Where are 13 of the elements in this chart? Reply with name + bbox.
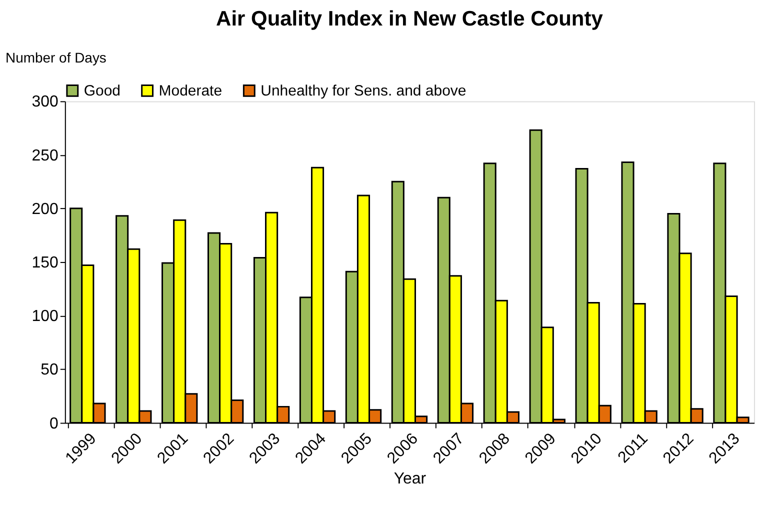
y-tick-label: 150 (32, 254, 59, 272)
legend-label: Unhealthy for Sens. and above (260, 82, 466, 100)
y-tick-label: 300 (32, 94, 59, 111)
y-tick-label: 100 (32, 308, 59, 326)
legend-label: Good (84, 82, 121, 100)
y-tick-label: 0 (50, 415, 59, 432)
chart-title: Air Quality Index in New Castle County (216, 7, 604, 30)
x-axis-title: Year (394, 470, 427, 488)
y-tick-label: 50 (40, 362, 59, 379)
y-axis-title: Number of Days (5, 50, 106, 66)
legend-label: Moderate (158, 82, 222, 100)
y-tick-label: 200 (32, 200, 59, 218)
y-tick-label: 250 (32, 147, 59, 164)
